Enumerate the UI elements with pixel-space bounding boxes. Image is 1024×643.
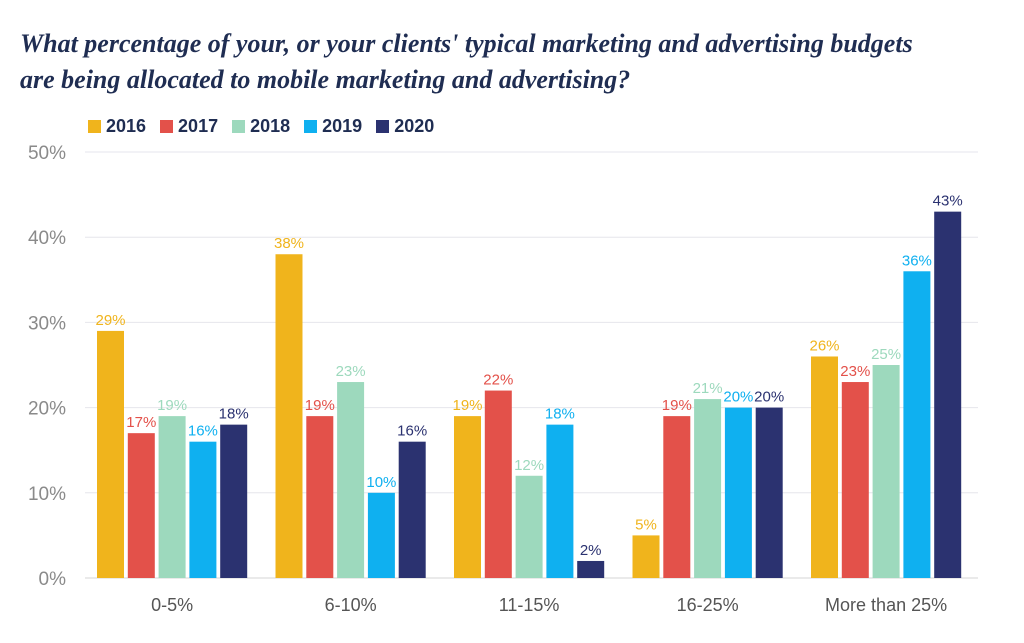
bar-2019 bbox=[903, 271, 931, 578]
bar-2019 bbox=[724, 407, 752, 578]
x-tick-label: More than 25% bbox=[825, 595, 947, 615]
y-tick-label: 0% bbox=[39, 569, 67, 590]
bar-2020 bbox=[398, 441, 426, 578]
y-tick-label: 10% bbox=[28, 484, 66, 505]
y-tick-label: 40% bbox=[28, 228, 66, 249]
legend-swatch-2019 bbox=[304, 119, 318, 133]
bar-2016 bbox=[275, 254, 303, 579]
chart-title-line-1: What percentage of your, or your clients… bbox=[20, 29, 913, 58]
data-label: 5% bbox=[635, 516, 657, 533]
legend-item-2017: 2017 bbox=[160, 116, 218, 137]
chart-legend: 2016 2017 2018 2019 2020 bbox=[88, 115, 434, 137]
legend-item-2020: 2020 bbox=[376, 116, 434, 137]
bar-2016 bbox=[454, 416, 481, 578]
bar-2019 bbox=[367, 492, 395, 578]
legend-swatch-2016 bbox=[88, 119, 101, 133]
data-label: 17% bbox=[126, 414, 156, 431]
data-label: 19% bbox=[157, 397, 187, 414]
data-label: 12% bbox=[514, 457, 544, 474]
legend-label-2018: 2018 bbox=[250, 115, 291, 136]
chart-title-line-2: are being allocated to mobile marketing … bbox=[20, 65, 631, 94]
data-label: 20% bbox=[754, 389, 784, 406]
data-label: 10% bbox=[366, 474, 396, 491]
data-label: 19% bbox=[452, 397, 482, 414]
bar-2018 bbox=[872, 365, 900, 578]
bar-2017 bbox=[484, 390, 512, 578]
bar-2020 bbox=[934, 211, 962, 578]
legend-label-2020: 2020 bbox=[394, 115, 435, 136]
x-tick-label: 11-15% bbox=[499, 595, 560, 615]
legend-item-2019: 2019 bbox=[304, 116, 362, 137]
bar-2018 bbox=[694, 399, 722, 578]
bar-2016 bbox=[97, 330, 124, 578]
data-label: 19% bbox=[305, 397, 335, 414]
data-label: 18% bbox=[545, 406, 575, 423]
data-label: 19% bbox=[662, 397, 692, 414]
x-tick-label: 0-5% bbox=[151, 595, 193, 615]
legend-swatch-2017 bbox=[160, 119, 174, 133]
bar-2020 bbox=[577, 560, 605, 578]
x-tick-label: 16-25% bbox=[677, 595, 739, 615]
data-label: 36% bbox=[902, 252, 932, 269]
y-tick-label: 30% bbox=[28, 313, 66, 334]
legend-label-2019: 2019 bbox=[322, 115, 363, 136]
bar-2017 bbox=[841, 382, 869, 578]
data-label: 20% bbox=[723, 389, 753, 406]
legend-swatch-2020 bbox=[376, 119, 390, 133]
bar-2020 bbox=[755, 407, 783, 578]
data-label: 23% bbox=[840, 363, 870, 380]
bar-2016 bbox=[811, 356, 838, 578]
data-label: 43% bbox=[933, 193, 963, 210]
bar-2017 bbox=[663, 416, 691, 578]
y-tick-label: 20% bbox=[28, 399, 66, 420]
data-label: 2% bbox=[580, 542, 602, 559]
bar-2018 bbox=[158, 416, 186, 578]
bar-2018 bbox=[337, 382, 365, 578]
data-label: 29% bbox=[95, 312, 125, 329]
legend-item-2016: 2016 bbox=[88, 116, 146, 137]
legend-swatch-2018 bbox=[232, 119, 246, 133]
legend-item-2018: 2018 bbox=[232, 116, 290, 137]
data-label: 23% bbox=[336, 363, 366, 380]
bar-2020 bbox=[220, 424, 248, 578]
data-label: 25% bbox=[871, 346, 901, 363]
bar-2019 bbox=[546, 424, 574, 578]
bar-2016 bbox=[632, 535, 660, 578]
data-label: 16% bbox=[397, 423, 427, 440]
bar-2019 bbox=[189, 441, 217, 578]
bar-2017 bbox=[306, 416, 334, 578]
data-label: 38% bbox=[274, 235, 304, 252]
chart-title: What percentage of your, or your clients… bbox=[20, 26, 1010, 98]
data-label: 16% bbox=[188, 423, 218, 440]
legend-label-2017: 2017 bbox=[178, 115, 219, 136]
data-label: 26% bbox=[809, 337, 839, 354]
data-label: 18% bbox=[219, 406, 249, 423]
data-label: 22% bbox=[483, 372, 513, 389]
bar-2018 bbox=[515, 475, 543, 578]
bar-2017 bbox=[127, 433, 155, 578]
x-tick-label: 6-10% bbox=[325, 595, 377, 615]
legend-label-2016: 2016 bbox=[106, 115, 147, 136]
data-label: 21% bbox=[693, 380, 723, 397]
y-tick-label: 50% bbox=[28, 143, 66, 164]
